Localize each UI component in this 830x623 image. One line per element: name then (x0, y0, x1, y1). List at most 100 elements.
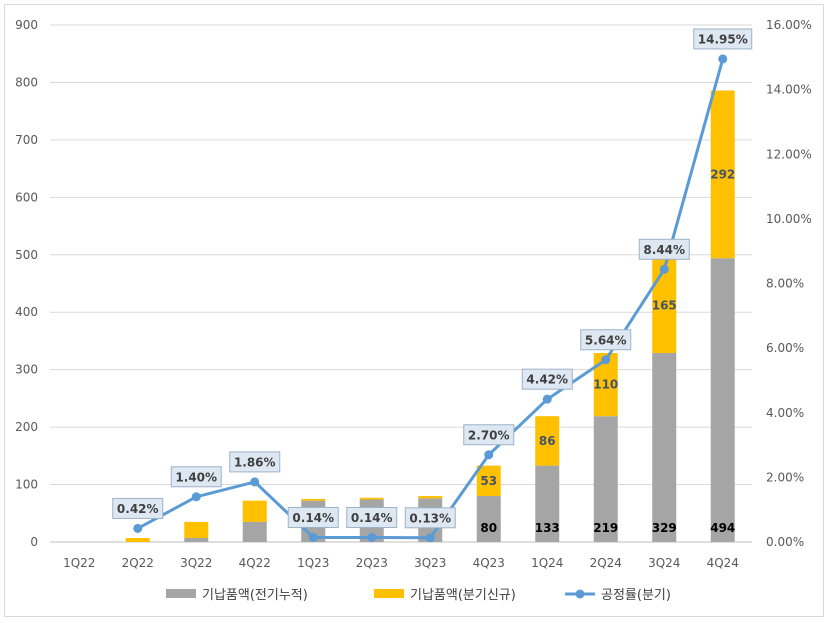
line-data-label: 2.70% (468, 428, 510, 442)
bar-segment (242, 521, 267, 542)
line-data-label: 1.40% (175, 470, 217, 484)
bar-segment (184, 537, 209, 542)
legend-marker (575, 589, 585, 599)
line-label-box (693, 28, 753, 50)
x-tick-label: 3Q22 (180, 556, 212, 570)
bar-segment (184, 521, 209, 538)
bar-segment (535, 416, 560, 466)
x-tick-label: 1Q24 (531, 556, 563, 570)
line-label-box (346, 506, 398, 528)
bar-segment (418, 496, 443, 499)
legend-label: 기납품액(분기신규) (410, 588, 516, 603)
bar-data-label: 165 (652, 299, 677, 313)
line-data-label: 1.86% (234, 455, 276, 469)
line-data-label: 8.44% (643, 243, 685, 257)
bar-segment (710, 90, 735, 259)
y-tick-label: 500 (15, 248, 38, 262)
line-point (133, 523, 143, 533)
bar-segment (301, 498, 326, 501)
y-tick-label: 600 (15, 190, 38, 204)
line-label-box (638, 238, 690, 260)
bar-segment (593, 416, 618, 542)
line-point (425, 533, 435, 543)
bar-data-label: 329 (652, 521, 677, 535)
line-data-label: 0.42% (117, 502, 159, 516)
line-point (484, 450, 494, 460)
y2-tick-label: 10.00% (766, 212, 812, 226)
line-label-box (287, 506, 339, 528)
legend-swatch (166, 589, 196, 598)
x-tick-label: 2Q24 (590, 556, 622, 570)
bar-segment (125, 537, 150, 542)
line-point (191, 492, 201, 502)
y2-tick-label: 12.00% (766, 147, 812, 161)
line-label-box (521, 368, 573, 390)
y2-tick-label: 4.00% (766, 406, 804, 420)
y-tick-label: 700 (15, 133, 38, 147)
line-point (601, 355, 611, 365)
bar-data-label: 133 (535, 521, 560, 535)
bar-segment (535, 465, 560, 542)
x-tick-label: 4Q22 (239, 556, 271, 570)
bar-segment (359, 497, 384, 500)
line-label-box (229, 451, 281, 473)
y-tick-label: 900 (15, 18, 38, 32)
bar-data-label: 80 (480, 521, 497, 535)
x-tick-label: 3Q24 (648, 556, 680, 570)
line-point (308, 532, 318, 542)
line-label-box (580, 329, 632, 351)
line-data-label: 5.64% (585, 333, 627, 347)
line-data-label: 4.42% (526, 373, 568, 387)
y2-tick-label: 8.00% (766, 277, 804, 291)
y-tick-label: 400 (15, 305, 38, 319)
bar-data-label: 292 (710, 167, 735, 181)
bar-segment (652, 258, 677, 354)
bar-segment (242, 500, 267, 522)
bar-segment (476, 465, 501, 497)
line-point (367, 532, 377, 542)
left-y-axis: 0 100 200 300 400 500 600 700 800 900 (15, 18, 38, 549)
line-point (542, 394, 552, 404)
x-tick-label: 1Q22 (63, 556, 95, 570)
bar-data-label: 494 (710, 521, 735, 535)
y2-tick-label: 16.00% (766, 18, 812, 32)
line-point (659, 264, 669, 274)
y-tick-label: 100 (15, 478, 38, 492)
line-label-box (404, 507, 456, 529)
x-tick-label: 2Q23 (356, 556, 388, 570)
line-point (250, 477, 260, 487)
bar-data-label: 86 (539, 434, 556, 448)
line-data-label: 0.14% (351, 511, 393, 525)
gridlines (50, 24, 752, 543)
y2-tick-label: 14.00% (766, 83, 812, 97)
y2-tick-label: 6.00% (766, 341, 804, 355)
line-data-label: 0.13% (409, 511, 451, 525)
y-tick-label: 200 (15, 420, 38, 434)
y-tick-label: 0 (30, 535, 38, 549)
legend-label: 공정률(분기) (601, 588, 671, 603)
y-tick-label: 300 (15, 363, 38, 377)
bar-data-label: 53 (480, 474, 497, 488)
bar-segment (652, 353, 677, 542)
right-y-axis: 0.00% 2.00% 4.00% 6.00% 8.00% 10.00% 12.00% 14.… (766, 18, 812, 549)
legend-label: 기납품액(전기누적) (202, 588, 308, 603)
x-tick-label: 2Q22 (122, 556, 154, 570)
line-point (718, 54, 728, 64)
legend-swatch (374, 589, 404, 598)
x-tick-label: 4Q23 (473, 556, 505, 570)
bar-data-label: 110 (593, 378, 618, 392)
line-data-label: 0.14% (292, 511, 334, 525)
x-tick-label: 1Q23 (297, 556, 329, 570)
line-data-label: 14.95% (698, 32, 748, 46)
line-label-box (170, 466, 222, 488)
x-tick-label: 3Q23 (414, 556, 446, 570)
line-series: 0.42% 1.40% 1.86% 0.14% 0.14% 0.13% 2.70% 4.42%… (112, 28, 753, 543)
bar-segment (710, 258, 735, 542)
line-label-box (463, 424, 515, 446)
line-label-box (112, 497, 164, 519)
y-tick-label: 800 (15, 75, 38, 89)
x-tick-label: 4Q24 (707, 556, 739, 570)
x-axis: 1Q22 2Q22 3Q22 4Q22 1Q23 2Q23 3Q23 4Q23 1Q24 2Q24… (63, 556, 739, 570)
legend: 기납품액(전기누적) 기납품액(분기신규) 공정률(분기) (166, 588, 671, 603)
